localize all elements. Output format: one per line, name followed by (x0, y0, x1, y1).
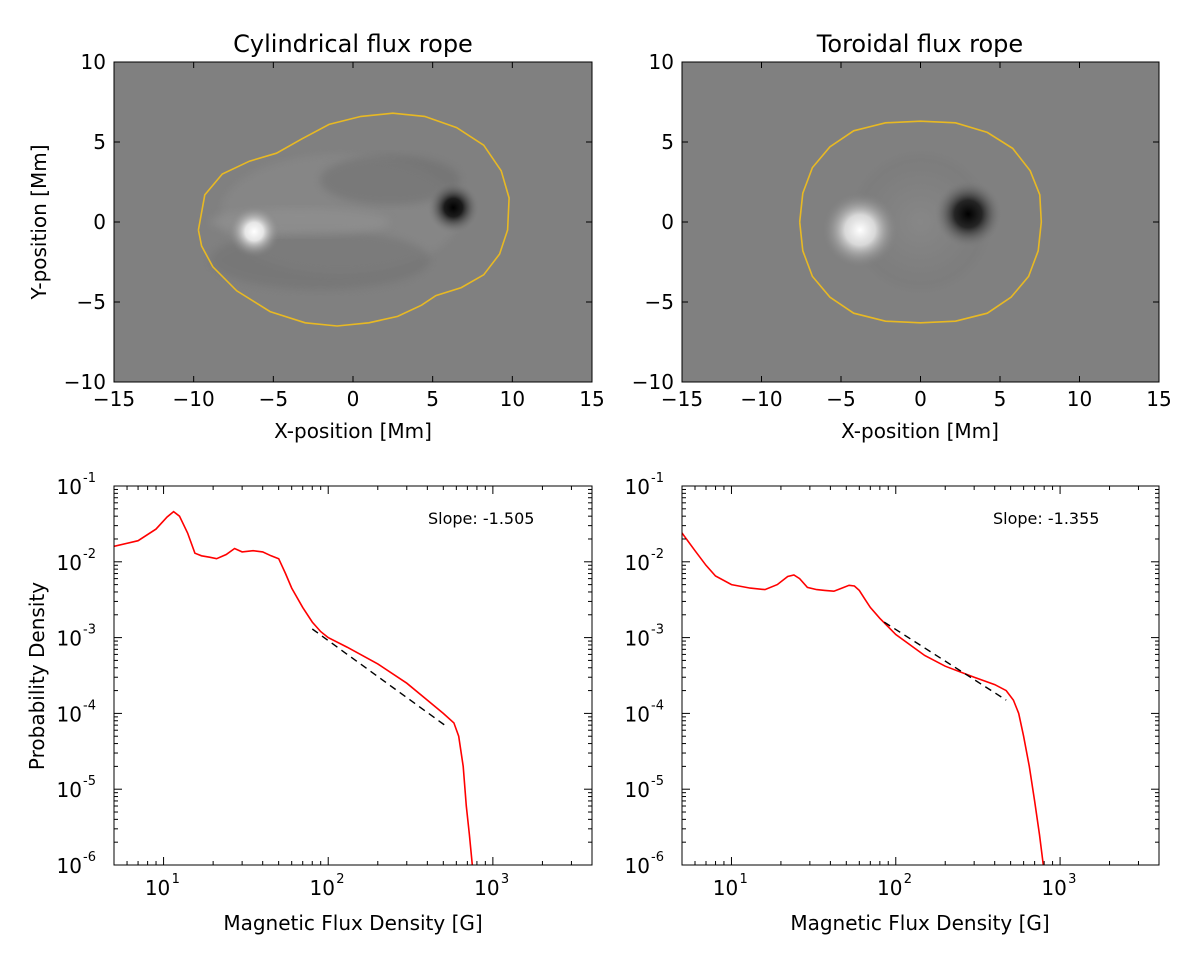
y-tick-label: −10 (64, 370, 106, 394)
fit-line (883, 621, 1007, 701)
y-tick-label: 5 (93, 130, 106, 154)
line-plot-series (114, 510, 474, 865)
y-tick-label: 5 (661, 130, 674, 154)
pdf-curve (114, 510, 474, 865)
y-tick-exponent: -1 (651, 471, 664, 486)
heatmap-panel-toroidal (682, 62, 1159, 382)
axes-frame (681, 485, 1160, 866)
x-tick-label: 10 (474, 876, 499, 900)
chart-title: Cylindrical flux rope (233, 30, 473, 58)
y-tick-exponent: -4 (83, 698, 96, 713)
y-tick-label: 10 (81, 50, 106, 74)
y-tick-label: 10 (625, 702, 650, 726)
fit-line (311, 628, 446, 726)
heatmap-negative-pole (427, 181, 480, 234)
pdf-curve (682, 532, 1045, 865)
y-tick-label: 10 (57, 551, 82, 575)
x-tick-exponent: 1 (172, 872, 180, 887)
y-tick-label: 10 (625, 627, 650, 651)
heatmap-panel-cylindrical (114, 62, 592, 382)
heatmap-positive-pole (228, 205, 281, 258)
x-tick-label: −15 (661, 387, 703, 411)
x-tick-label: 10 (500, 387, 525, 411)
axes-frame (113, 485, 593, 866)
x-tick-exponent: 3 (501, 872, 509, 887)
y-tick-label: −10 (632, 370, 674, 394)
y-tick-exponent: -4 (651, 698, 664, 713)
x-tick-exponent: 3 (1068, 872, 1076, 887)
y-tick-label: 0 (93, 210, 106, 234)
x-tick-label: −5 (259, 387, 288, 411)
x-tick-label: 10 (309, 876, 334, 900)
y-tick-exponent: -5 (651, 774, 664, 789)
y-tick-label: −5 (77, 290, 106, 314)
chart-title: Toroidal flux rope (816, 30, 1023, 58)
y-tick-label: 0 (661, 210, 674, 234)
heatmap-contour (798, 120, 1043, 324)
x-tick-exponent: 2 (904, 872, 912, 887)
y-tick-label: 10 (625, 551, 650, 575)
y-tick-exponent: -6 (83, 850, 96, 865)
y-tick-exponent: -6 (651, 850, 664, 865)
x-axis-label: X-position [Mm] (274, 419, 432, 443)
x-tick-label: 10 (713, 876, 738, 900)
line-plot-series (682, 532, 1045, 865)
x-tick-exponent: 1 (739, 872, 747, 887)
x-tick-label: 0 (914, 387, 927, 411)
x-tick-exponent: 2 (336, 872, 344, 887)
y-tick-label: 10 (57, 854, 82, 878)
x-tick-label: −5 (826, 387, 855, 411)
x-tick-label: −10 (173, 387, 215, 411)
x-tick-label: 10 (145, 876, 170, 900)
y-tick-label: 10 (625, 475, 650, 499)
x-tick-label: 10 (1067, 387, 1092, 411)
y-tick-exponent: -3 (83, 623, 96, 638)
y-tick-label: 10 (57, 475, 82, 499)
x-tick-label: 10 (877, 876, 902, 900)
plot-background (682, 486, 1159, 865)
y-tick-label: 10 (57, 702, 82, 726)
x-tick-label: −15 (93, 387, 135, 411)
heatmap-negative-pole (934, 180, 1003, 248)
y-tick-exponent: -3 (651, 623, 664, 638)
y-axis-label: Probability Density (25, 582, 49, 770)
x-tick-label: 10 (1041, 876, 1066, 900)
y-tick-label: 10 (57, 778, 82, 802)
x-tick-label: −10 (740, 387, 782, 411)
heatmap-contour (197, 112, 510, 327)
x-axis-label: Magnetic Flux Density [G] (790, 911, 1049, 935)
y-tick-label: 10 (625, 854, 650, 878)
y-tick-label: 10 (625, 778, 650, 802)
y-tick-exponent: -2 (83, 547, 96, 562)
x-axis-label: X-position [Mm] (841, 419, 999, 443)
heatmap-positive-pole (822, 192, 899, 268)
x-tick-label: 15 (1146, 387, 1171, 411)
x-axis-label: Magnetic Flux Density [G] (223, 911, 482, 935)
x-tick-label: 15 (579, 387, 604, 411)
x-tick-label: 5 (426, 387, 439, 411)
heatmap-shading (320, 155, 460, 205)
slope-annotation: Slope: -1.355 (993, 509, 1099, 528)
plot-background (114, 486, 592, 865)
y-tick-exponent: -1 (83, 471, 96, 486)
y-tick-label: 10 (649, 50, 674, 74)
y-axis-label: Y-position [Mm] (27, 145, 51, 301)
y-tick-label: 10 (57, 627, 82, 651)
x-tick-label: 5 (994, 387, 1007, 411)
x-tick-label: 0 (347, 387, 360, 411)
slope-annotation: Slope: -1.505 (428, 509, 534, 528)
y-tick-exponent: -2 (651, 547, 664, 562)
y-tick-label: −5 (645, 290, 674, 314)
y-tick-exponent: -5 (83, 774, 96, 789)
